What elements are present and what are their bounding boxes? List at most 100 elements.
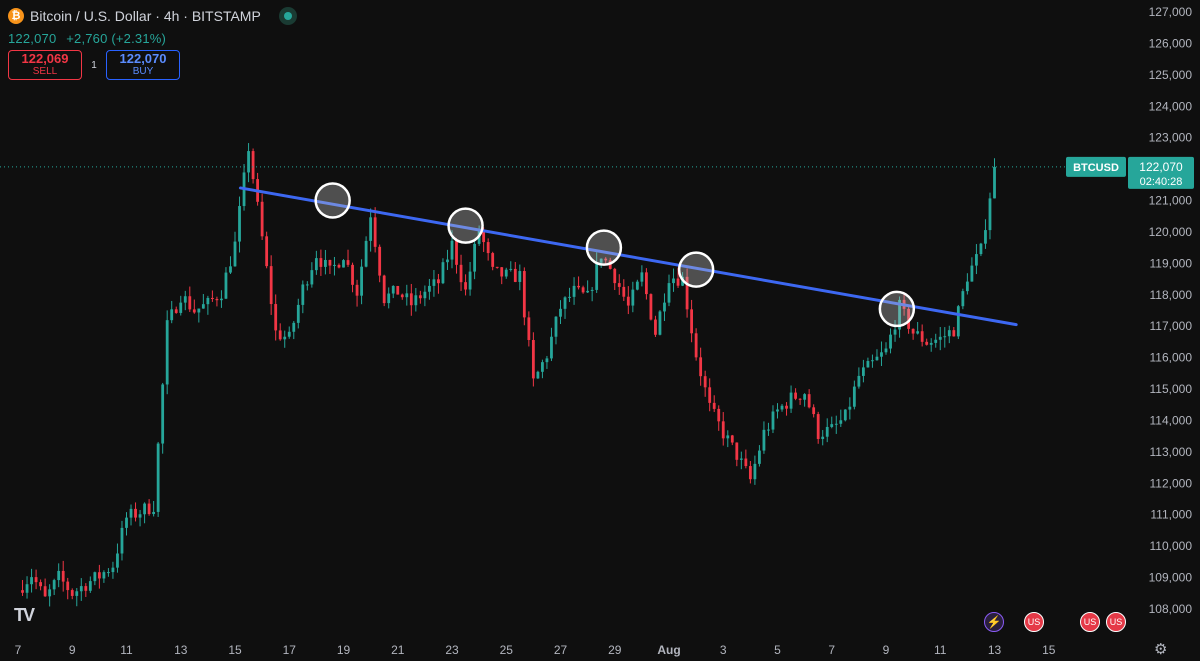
candle-body [364,240,368,267]
candle-body [649,294,653,320]
trendline-touch-marker[interactable] [314,182,351,219]
x-tick-label: 11 [120,643,133,657]
candle-body [378,246,382,276]
candle-body [812,407,816,415]
candle-body [712,402,716,409]
candle-body [726,435,730,439]
buy-button[interactable]: 122,070 BUY [106,50,180,80]
candle-body [61,570,65,582]
candle-body [165,320,169,385]
candle-body [852,386,856,407]
candle-body [857,375,861,387]
candle-body [369,217,373,241]
candle-body [48,589,52,597]
candle-body [220,298,223,301]
y-tick-label: 123,000 [1149,131,1193,145]
candle-body [382,275,386,304]
candle-body [586,290,590,293]
trendline-touch-marker[interactable] [447,207,484,244]
candle-body [866,361,870,368]
tradingview-logo[interactable]: TV [14,605,35,625]
candle-body [491,253,495,267]
candle-body [278,330,282,340]
candle-body [355,284,359,296]
candle-body [310,270,314,285]
price-axis[interactable] [1128,0,1200,661]
candle-body [635,281,639,290]
candle-body [916,331,920,334]
candle-body [161,384,165,444]
y-tick-label: 109,000 [1149,571,1193,585]
candle-body [179,302,183,313]
y-tick-label: 111,000 [1150,508,1192,522]
trendline-touch-marker[interactable] [585,229,623,266]
candle-body [644,272,648,295]
candle-body [785,405,788,409]
candle-body [907,308,911,329]
candle-body [825,426,829,437]
price-change: +2,760 (+2.31%) [66,31,167,46]
candle-body [694,333,698,358]
candle-body [360,266,363,296]
lightning-event-icon[interactable]: ⚡ [984,612,1004,632]
candle-body [314,258,318,271]
x-tick-label: 21 [391,643,405,657]
us-flag-event-icon[interactable]: US [1024,612,1044,632]
candle-body [206,297,210,305]
candle-body [925,341,929,345]
us-flag-event-icon[interactable]: US [1106,612,1126,632]
candle-body [522,271,526,318]
candle-body [229,266,232,273]
us-flag-event-icon[interactable]: US [1080,612,1100,632]
candle-body [427,285,431,292]
candle-body [116,553,119,568]
y-tick-label: 114,000 [1150,413,1193,427]
candle-body [843,409,847,421]
candle-body [993,166,996,199]
candle-body [414,295,418,306]
y-tick-label: 121,000 [1149,194,1193,208]
candle-body [613,268,617,284]
candle-body [988,198,992,231]
candle-body [667,283,671,303]
candle-body [405,293,409,298]
sell-button[interactable]: 122,069 SELL [8,50,82,80]
candle-body [771,411,775,430]
candle-body [147,503,151,515]
x-tick-label: 7 [15,643,22,657]
x-tick-label: 29 [608,643,622,657]
candle-body [183,296,187,303]
candle-body [920,331,924,342]
y-tick-label: 124,000 [1149,99,1193,113]
trendline-touch-marker[interactable] [878,290,916,328]
candle-body [848,406,852,410]
y-tick-label: 127,000 [1149,5,1193,19]
candle-body [418,295,422,299]
candle-body [25,584,29,593]
symbol-title[interactable]: Bitcoin / U.S. Dollar · 4h · BITSTAMP [30,8,261,24]
candle-body [373,217,377,247]
candle-body [803,394,807,400]
candle-body [79,586,83,592]
candle-body [735,442,739,460]
x-tick-label: 11 [934,643,947,657]
candle-body [518,271,522,282]
candle-body [509,268,513,270]
candle-body [391,285,395,294]
gear-icon[interactable]: ⚙ [1154,641,1168,658]
candle-body [346,260,350,265]
candle-body [703,376,707,388]
candle-body [396,285,400,295]
candle-body [690,309,694,334]
x-tick-label: 17 [283,643,297,657]
trendline[interactable] [238,186,1018,327]
x-tick-label: 5 [774,643,781,657]
candle-body [215,299,219,301]
candle-body [482,229,486,243]
candle-body [152,511,156,515]
candle-body [721,421,725,439]
x-tick-label: 27 [554,643,568,657]
trendline-touch-marker[interactable] [677,251,715,288]
candle-body [333,264,336,266]
